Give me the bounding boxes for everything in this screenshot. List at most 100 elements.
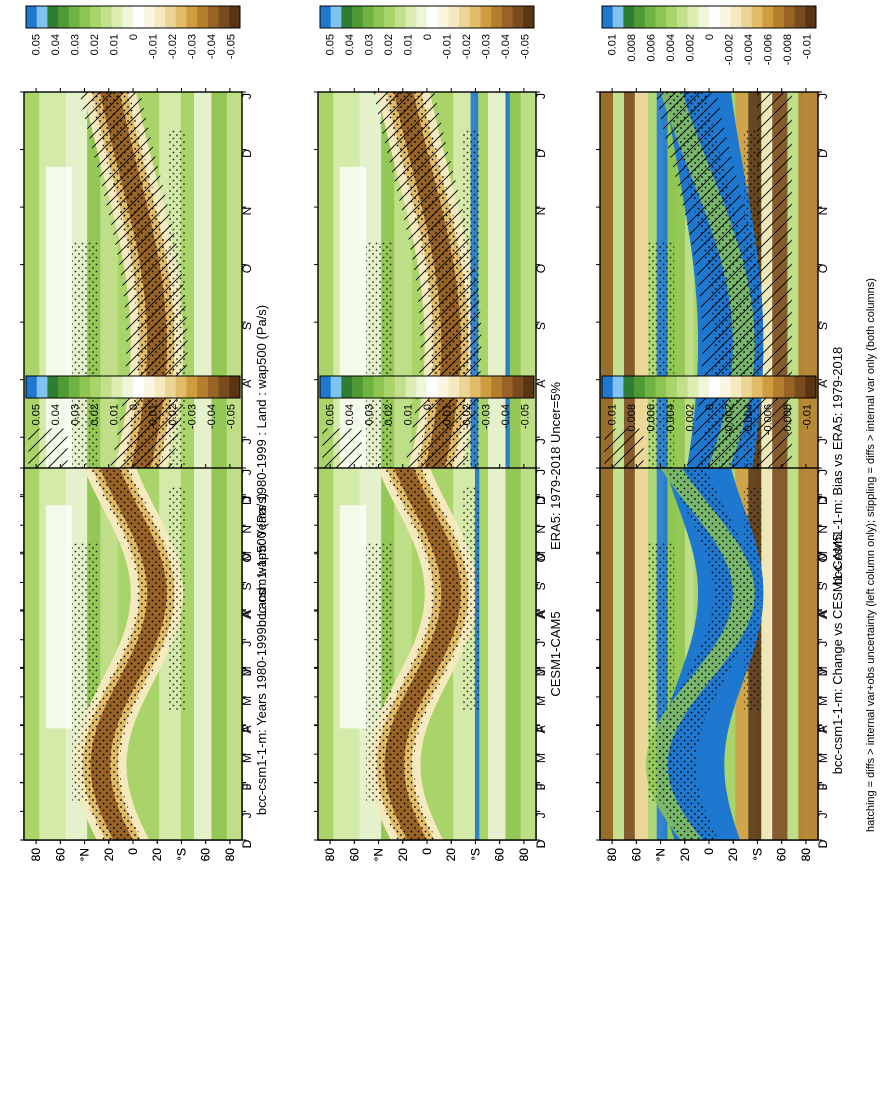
month-tick-label: D bbox=[816, 839, 830, 848]
colorbar-tick-label: -0.03 bbox=[186, 34, 198, 59]
month-tick-label: F bbox=[816, 725, 830, 732]
colorbar-swatch bbox=[448, 376, 460, 398]
month-tick-label: J bbox=[240, 438, 254, 444]
colorbar-swatch bbox=[783, 6, 796, 28]
colorbar-tick-label: -0.03 bbox=[480, 404, 492, 429]
colorbar-swatch bbox=[655, 6, 667, 28]
colorbar-tick-label: 0.04 bbox=[50, 34, 62, 55]
colorbar-swatch bbox=[501, 376, 514, 398]
month-tick-label: F bbox=[240, 725, 254, 732]
month-tick-label: M bbox=[534, 666, 548, 676]
colorbar-tick-label: 0 bbox=[422, 34, 434, 40]
colorbar-tick-label: -0.006 bbox=[762, 34, 774, 65]
colorbar-swatch bbox=[229, 376, 241, 398]
colorbar-swatch bbox=[26, 6, 38, 28]
colorbar-tick-label: 0.05 bbox=[31, 404, 43, 425]
month-tick-label: A bbox=[534, 726, 548, 734]
colorbar-swatch bbox=[165, 376, 177, 398]
colorbar-swatch bbox=[36, 376, 48, 398]
colorbar-swatch bbox=[68, 6, 80, 28]
colorbar-frame bbox=[319, 5, 535, 29]
colorbar-tick-label: -0.02 bbox=[461, 34, 473, 59]
month-tick-label: F bbox=[534, 783, 548, 790]
colorbar-swatch bbox=[394, 376, 407, 398]
month-tick-label: A bbox=[816, 380, 830, 388]
panels: 80 60 °N 20 0 20 °S 60 80DJFMAMJJASONDJbcc-csm1-… bbox=[20, 5, 845, 862]
colorbar-swatch bbox=[612, 376, 624, 398]
lat-stripe bbox=[211, 468, 227, 840]
lat-tick-label: 60 bbox=[493, 848, 507, 862]
colorbar-swatch bbox=[676, 376, 689, 398]
lat-tick-label: °S bbox=[468, 848, 482, 861]
colorbar-tick-label: 0.04 bbox=[344, 404, 356, 425]
month-tick-label: S bbox=[816, 322, 830, 330]
lat-tick-label: °S bbox=[750, 848, 764, 861]
lat-tick-label: 80 bbox=[223, 848, 237, 862]
colorbar-swatch bbox=[698, 6, 710, 28]
month-tick-label: J bbox=[534, 812, 548, 818]
lat-tick-label: 80 bbox=[799, 848, 813, 862]
month-tick-label: O bbox=[240, 553, 254, 562]
lat-tick-label: 20 bbox=[150, 848, 164, 862]
lat-tick-label: °N bbox=[372, 848, 386, 861]
month-tick-label: J bbox=[816, 669, 830, 675]
colorbar-swatch bbox=[491, 6, 503, 28]
colorbar-swatch bbox=[427, 376, 439, 398]
lat-tick-label: 60 bbox=[493, 848, 507, 862]
diff-stripe bbox=[787, 468, 799, 840]
month-tick-label: A bbox=[240, 610, 254, 618]
month-tick-label: D bbox=[240, 839, 254, 848]
month-tick-label: N bbox=[240, 207, 254, 216]
month-tick-label: D bbox=[534, 839, 548, 848]
panel-title: bcc-csm1-1-m: Years 1980-1999 : Land : w… bbox=[254, 305, 269, 627]
colorbar-tick-label: -0.004 bbox=[743, 404, 755, 435]
low-region bbox=[45, 505, 72, 729]
lat-tick-label: °S bbox=[174, 848, 188, 861]
lat-tick-label: 0 bbox=[702, 848, 716, 855]
month-tick-label: N bbox=[816, 207, 830, 216]
month-tick-label: D bbox=[534, 496, 548, 505]
month-tick-label: F bbox=[816, 783, 830, 790]
lat-tick-label: 20 bbox=[678, 848, 692, 862]
month-tick-label: F bbox=[240, 783, 254, 790]
diff-stripe bbox=[798, 468, 818, 840]
colorbar-swatch bbox=[602, 376, 614, 398]
colorbar-tick-label: -0.006 bbox=[762, 404, 774, 435]
colorbar-swatch bbox=[405, 376, 417, 398]
lat-tick-label: °N bbox=[78, 848, 92, 861]
colorbar-swatch bbox=[330, 6, 342, 28]
colorbar-tick-label: -0.01 bbox=[801, 404, 813, 429]
lat-tick-label: °N bbox=[654, 848, 668, 861]
colorbar-swatch bbox=[207, 6, 220, 28]
month-tick-label: J bbox=[816, 438, 830, 444]
colorbar-swatch bbox=[133, 376, 145, 398]
lat-tick-label: 20 bbox=[726, 848, 740, 862]
colorbar-swatch bbox=[773, 6, 785, 28]
colorbar-frame bbox=[319, 375, 535, 399]
colorbar-swatch bbox=[751, 6, 763, 28]
month-tick-label: D bbox=[240, 149, 254, 158]
colorbar-swatch bbox=[634, 376, 646, 398]
colorbar-swatch bbox=[741, 376, 753, 398]
colorbar-swatch bbox=[207, 376, 220, 398]
month-tick-label: J bbox=[240, 669, 254, 675]
colorbar-tick-label: 0.04 bbox=[344, 34, 356, 55]
colorbar-tick-label: 0.002 bbox=[685, 404, 697, 432]
stippling bbox=[656, 468, 753, 840]
month-tick-label: J bbox=[534, 93, 548, 99]
colorbar-swatch bbox=[175, 6, 187, 28]
colorbar-swatch bbox=[416, 376, 428, 398]
month-tick-label: M bbox=[816, 551, 830, 561]
colorbar-swatch bbox=[218, 376, 230, 398]
colorbar-swatch bbox=[229, 6, 241, 28]
lat-tick-label: 20 bbox=[102, 848, 116, 862]
month-tick-label: S bbox=[816, 582, 830, 590]
lat-tick-label: 80 bbox=[605, 848, 619, 862]
month-tick-label: J bbox=[816, 812, 830, 818]
colorbar-swatch bbox=[709, 376, 721, 398]
colorbar-tick-label: 0.05 bbox=[325, 34, 337, 55]
colorbar-tick-label: 0 bbox=[128, 34, 140, 40]
colorbar-swatch bbox=[623, 6, 635, 28]
month-tick-label: S bbox=[534, 322, 548, 330]
colorbar-swatch bbox=[773, 376, 785, 398]
